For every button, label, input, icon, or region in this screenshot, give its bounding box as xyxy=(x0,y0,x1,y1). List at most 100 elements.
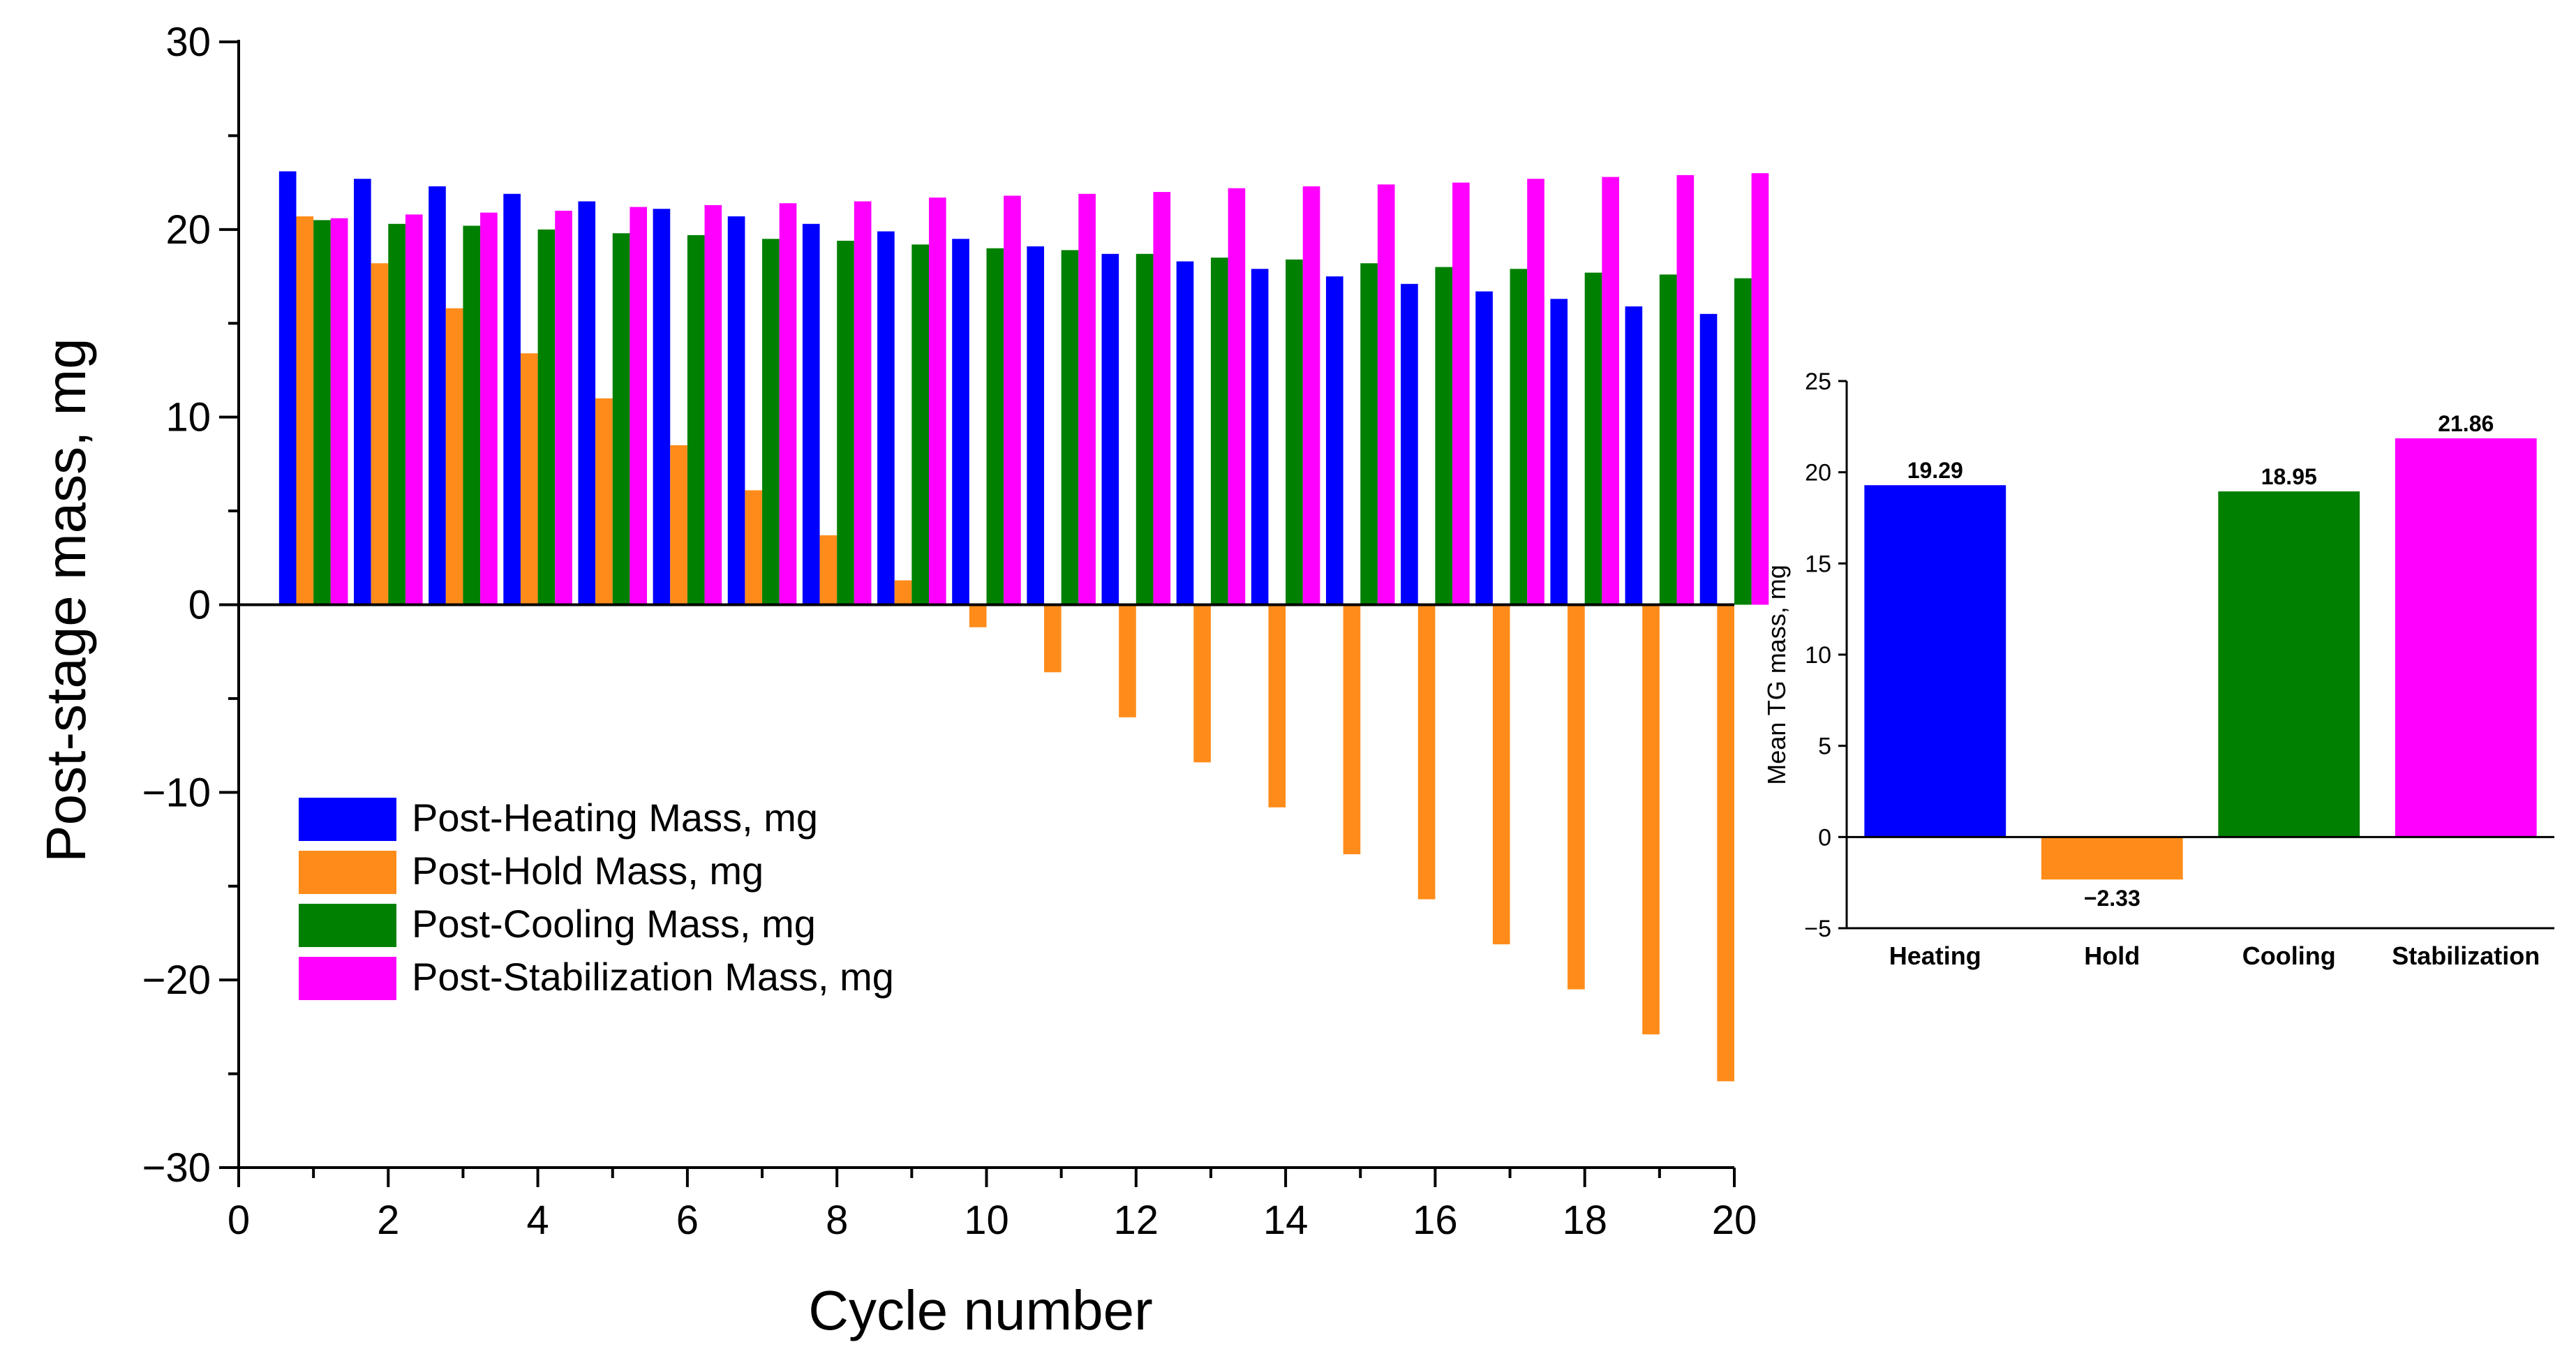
bar-post-stabilization-cycle-8 xyxy=(854,201,872,605)
bar-post-cooling-cycle-10 xyxy=(986,248,1004,605)
inset-bar-stabilization xyxy=(2395,438,2537,837)
bar-post-heating-cycle-4 xyxy=(503,193,521,605)
bar-post-stabilization-cycle-18 xyxy=(1602,177,1619,605)
main-y-tick-label: −30 xyxy=(142,1145,211,1191)
inset-y-axis-title: Mean TG mass, mg xyxy=(1762,565,1791,784)
bar-post-hold-cycle-9 xyxy=(894,580,912,605)
inset-category-label: Cooling xyxy=(2242,941,2336,970)
bar-post-hold-cycle-16 xyxy=(1417,604,1436,900)
bar-post-stabilization-cycle-9 xyxy=(928,198,946,605)
bar-post-hold-cycle-14 xyxy=(1268,604,1286,807)
bar-post-cooling-cycle-3 xyxy=(463,225,481,605)
inset-ticks: Heating Hold Cooling Stabilization −5 0 5 10 15 2… xyxy=(1804,368,2540,970)
inset-category-label: Heating xyxy=(1889,941,1981,970)
bar-post-heating-cycle-15 xyxy=(1325,276,1343,605)
bar-post-cooling-cycle-20 xyxy=(1734,278,1752,605)
bar-post-cooling-cycle-17 xyxy=(1510,269,1528,605)
bar-post-cooling-cycle-16 xyxy=(1435,267,1453,605)
bar-post-cooling-cycle-8 xyxy=(837,240,854,605)
bar-post-stabilization-cycle-2 xyxy=(405,214,423,605)
bar-post-hold-cycle-17 xyxy=(1492,604,1510,945)
main-y-tick-label: −20 xyxy=(142,958,211,1003)
inset-value-label: 19.29 xyxy=(1907,458,1963,483)
bar-post-stabilization-cycle-16 xyxy=(1452,182,1470,605)
bar-post-heating-cycle-1 xyxy=(278,171,297,605)
inset-y-tick-label: −5 xyxy=(1804,916,1831,942)
bar-post-heating-cycle-17 xyxy=(1475,291,1493,605)
main-x-tick-label: 4 xyxy=(526,1198,549,1243)
bar-post-cooling-cycle-18 xyxy=(1584,272,1602,605)
bar-post-cooling-cycle-14 xyxy=(1286,259,1303,605)
legend-swatch xyxy=(299,904,396,947)
bar-post-cooling-cycle-6 xyxy=(687,234,705,605)
inset-value-label: −2.33 xyxy=(2084,886,2141,911)
legend-label: Post-Stabilization Mass, mg xyxy=(412,955,894,999)
bar-post-hold-cycle-12 xyxy=(1119,604,1136,717)
main-x-tick-label: 16 xyxy=(1413,1198,1458,1243)
legend-label: Post-Heating Mass, mg xyxy=(412,796,818,840)
bar-post-stabilization-cycle-17 xyxy=(1527,179,1544,605)
bar-post-heating-cycle-14 xyxy=(1251,269,1269,605)
main-y-axis-title: Post-stage mass, mg xyxy=(35,338,97,862)
bar-post-hold-cycle-13 xyxy=(1193,604,1211,763)
main-x-tick-label: 6 xyxy=(676,1198,699,1243)
bar-post-heating-cycle-8 xyxy=(802,223,820,605)
main-x-tick-label: 8 xyxy=(826,1198,848,1243)
main-x-tick-label: 18 xyxy=(1562,1198,1607,1243)
bar-post-stabilization-cycle-11 xyxy=(1078,193,1096,605)
bar-post-heating-cycle-13 xyxy=(1176,261,1194,605)
bar-post-heating-cycle-7 xyxy=(727,216,745,605)
main-legend: Post-Heating Mass, mg Post-Hold Mass, mg P… xyxy=(299,796,894,1000)
bar-post-stabilization-cycle-12 xyxy=(1153,192,1171,605)
legend-swatch xyxy=(299,851,396,894)
inset-bar-heating xyxy=(1864,485,2007,837)
bar-post-cooling-cycle-19 xyxy=(1659,274,1677,605)
bar-post-cooling-cycle-15 xyxy=(1360,263,1378,605)
bar-post-stabilization-cycle-14 xyxy=(1302,186,1320,605)
bar-post-heating-cycle-10 xyxy=(952,239,969,605)
bar-post-hold-cycle-4 xyxy=(520,353,538,605)
bar-post-stabilization-cycle-15 xyxy=(1377,184,1395,605)
inset-y-tick-label: 5 xyxy=(1818,733,1831,760)
bar-post-cooling-cycle-13 xyxy=(1210,258,1228,605)
main-y-tick-label: 0 xyxy=(188,583,211,628)
bar-post-hold-cycle-6 xyxy=(670,445,687,605)
inset-y-tick-label: 20 xyxy=(1805,460,1831,486)
main-ticks: −30 −20 −10 0 10 20 30 0 2 4 6 8 10 12 14 16 18 20 xyxy=(142,20,1757,1243)
bar-post-heating-cycle-18 xyxy=(1550,299,1568,605)
main-y-tick-label: 20 xyxy=(165,207,211,253)
bar-post-heating-cycle-19 xyxy=(1625,306,1643,605)
main-chart: −30 −20 −10 0 10 20 30 0 2 4 6 8 10 12 14 16 18 20 Cycle … xyxy=(35,20,1769,1341)
bar-post-stabilization-cycle-19 xyxy=(1676,174,1695,605)
inset-bar-cooling xyxy=(2218,491,2360,837)
bar-post-stabilization-cycle-5 xyxy=(630,207,648,605)
bar-post-hold-cycle-3 xyxy=(445,308,463,605)
legend-label: Post-Hold Mass, mg xyxy=(412,849,764,893)
bar-post-cooling-cycle-2 xyxy=(388,223,405,605)
bar-post-stabilization-cycle-20 xyxy=(1751,173,1769,605)
bar-post-stabilization-cycle-1 xyxy=(330,218,348,605)
inset-value-label: 18.95 xyxy=(2261,464,2317,489)
main-y-tick-label: 10 xyxy=(165,395,211,440)
bar-post-heating-cycle-6 xyxy=(653,209,671,605)
inset-y-tick-label: 10 xyxy=(1805,642,1831,669)
bar-post-heating-cycle-20 xyxy=(1699,313,1718,605)
inset-chart: 19.29 −2.33 18.95 21.86 Heating Hold Cooling S… xyxy=(1762,368,2554,970)
bar-post-hold-cycle-5 xyxy=(595,398,613,605)
bar-post-hold-cycle-1 xyxy=(296,216,314,605)
bar-post-hold-cycle-19 xyxy=(1642,604,1660,1035)
legend-swatch xyxy=(299,957,396,1000)
legend-label: Post-Cooling Mass, mg xyxy=(412,902,816,946)
main-x-tick-label: 12 xyxy=(1114,1198,1159,1243)
main-x-tick-label: 2 xyxy=(377,1198,399,1243)
bar-post-hold-cycle-11 xyxy=(1044,604,1062,673)
bar-post-hold-cycle-8 xyxy=(819,535,837,605)
main-x-tick-label: 10 xyxy=(964,1198,1009,1243)
bar-post-cooling-cycle-12 xyxy=(1136,253,1154,605)
bar-post-heating-cycle-5 xyxy=(578,201,596,605)
main-y-tick-label: −10 xyxy=(142,770,211,815)
bar-post-cooling-cycle-1 xyxy=(313,220,331,605)
bar-post-heating-cycle-16 xyxy=(1401,283,1418,605)
